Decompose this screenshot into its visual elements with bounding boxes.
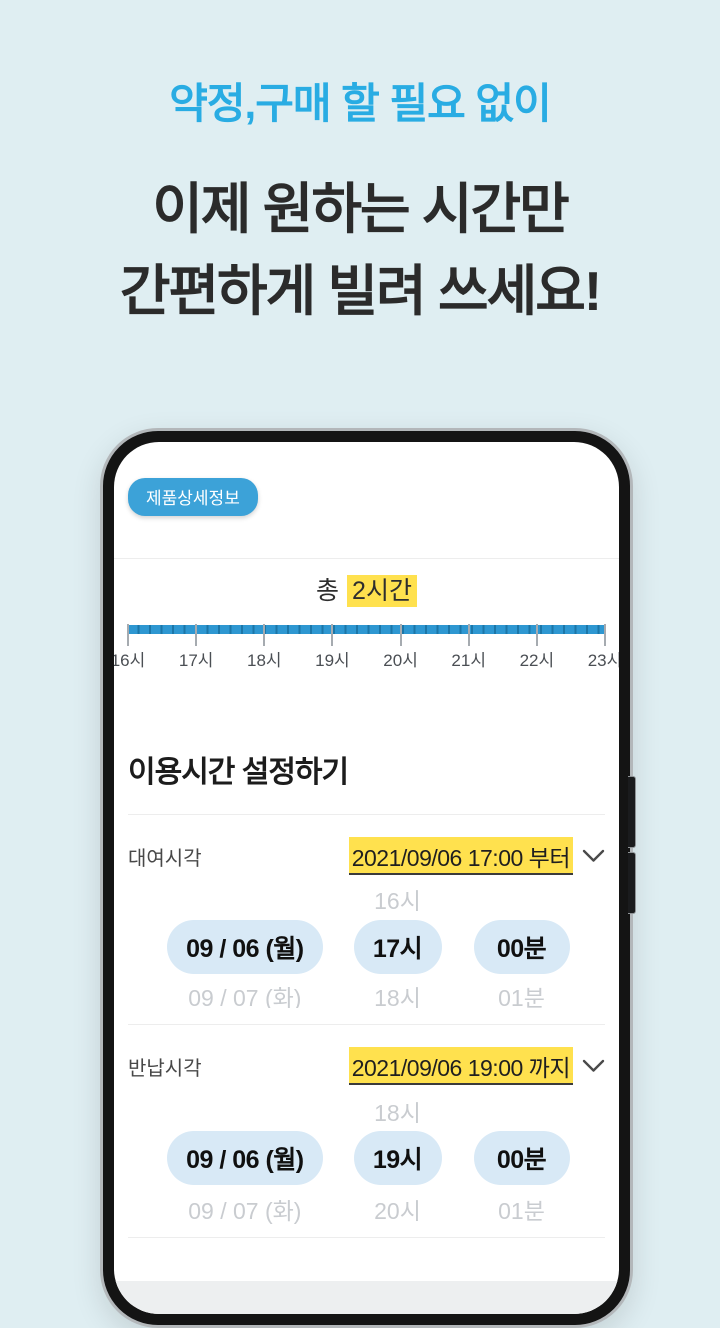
- return-picker-wheel[interactable]: 18시 09 / 06 (월) 19시 00분 09 / 07 (화) 20시 …: [128, 1086, 605, 1226]
- rental-value: 2021/09/06 17:00 부터: [348, 837, 573, 875]
- hour-label: 20시: [383, 651, 418, 670]
- return-minute-pill[interactable]: 00분: [473, 1131, 570, 1185]
- tagline: 약정,구매 할 필요 없이: [169, 80, 551, 127]
- rental-next-minute-option[interactable]: 01분: [498, 985, 545, 1008]
- rental-next-date-option[interactable]: 09 / 07 (화): [188, 985, 302, 1008]
- hour-tick: [127, 624, 129, 646]
- rental-picker-wheel[interactable]: 16시 09 / 06 (월) 17시 00분 09 / 07 (화) 18시 …: [128, 876, 605, 1008]
- hour-label: 23시: [587, 651, 619, 670]
- divider: [128, 814, 605, 815]
- phone-screen: 제품상세정보 총 2시간 16시 17시 18시 19시 20시 21시 22시 …: [114, 442, 619, 1314]
- footer-strip: [114, 1281, 619, 1314]
- chevron-down-icon: [582, 1059, 605, 1072]
- divider: [114, 558, 619, 559]
- return-next-hour-option[interactable]: 20시: [374, 1198, 421, 1224]
- rental-picker-header: 대여시각 2021/09/06 17:00 부터: [128, 836, 605, 876]
- rental-hour-pill[interactable]: 17시: [353, 920, 442, 974]
- product-detail-badge[interactable]: 제품상세정보: [128, 478, 258, 516]
- rental-next-hour-option[interactable]: 18시: [374, 985, 421, 1008]
- hour-tick: [331, 624, 334, 646]
- divider: [128, 1024, 605, 1025]
- rental-minute-pill[interactable]: 00분: [473, 920, 570, 974]
- headline-line1: 이제 원하는 시간만: [152, 178, 569, 240]
- return-date-pill[interactable]: 09 / 06 (월): [166, 1131, 323, 1185]
- total-duration: 총 2시간: [114, 571, 619, 607]
- return-hour-pill[interactable]: 19시: [353, 1131, 442, 1185]
- total-duration-prefix: 총: [316, 577, 340, 605]
- hour-tick: [195, 624, 198, 646]
- section-title: 이용시간 설정하기: [128, 756, 349, 789]
- phone-frame: 제품상세정보 총 2시간 16시 17시 18시 19시 20시 21시 22시 …: [100, 428, 636, 1328]
- rental-value-button[interactable]: 2021/09/06 17:00 부터: [348, 837, 605, 875]
- hour-label: 18시: [247, 651, 282, 670]
- hour-tick: [535, 624, 538, 646]
- rental-label: 대여시각: [128, 847, 202, 870]
- divider: [128, 1237, 605, 1238]
- return-next-date-option[interactable]: 09 / 07 (화): [188, 1198, 302, 1224]
- hour-tick: [399, 624, 402, 646]
- return-value-button[interactable]: 2021/09/06 19:00 까지: [348, 1047, 605, 1085]
- hour-tick: [263, 624, 266, 646]
- time-range-track[interactable]: [128, 625, 605, 634]
- volume-button: [628, 776, 636, 848]
- hour-tick: [467, 624, 470, 646]
- return-picker-header: 반납시각 2021/09/06 19:00 까지: [128, 1046, 605, 1086]
- return-next-minute-option[interactable]: 01분: [498, 1198, 545, 1224]
- return-prev-hour-option[interactable]: 18시: [374, 1100, 421, 1126]
- rental-date-pill[interactable]: 09 / 06 (월): [166, 920, 323, 974]
- spacer: [114, 1238, 619, 1281]
- rental-prev-hour-option[interactable]: 16시: [374, 888, 421, 914]
- return-value: 2021/09/06 19:00 까지: [348, 1047, 573, 1085]
- hour-label: 19시: [315, 651, 350, 670]
- hour-label: 22시: [519, 651, 555, 670]
- chevron-down-icon: [582, 849, 605, 862]
- time-range-bar: 16시 17시 18시 19시 20시 21시 22시 23시: [114, 619, 619, 670]
- return-label: 반납시각: [128, 1057, 202, 1080]
- headline-line2: 간편하게 빌려 쓰세요!: [119, 260, 602, 322]
- hour-tick: [604, 624, 606, 646]
- headline: 이제 원하는 시간만 간편하게 빌려 쓰세요!: [0, 168, 720, 332]
- power-button: [628, 852, 636, 914]
- hour-label: 21시: [451, 651, 486, 670]
- total-duration-highlight: 2시간: [347, 575, 417, 607]
- hour-label: 17시: [178, 651, 214, 670]
- hour-label: 16시: [114, 651, 146, 670]
